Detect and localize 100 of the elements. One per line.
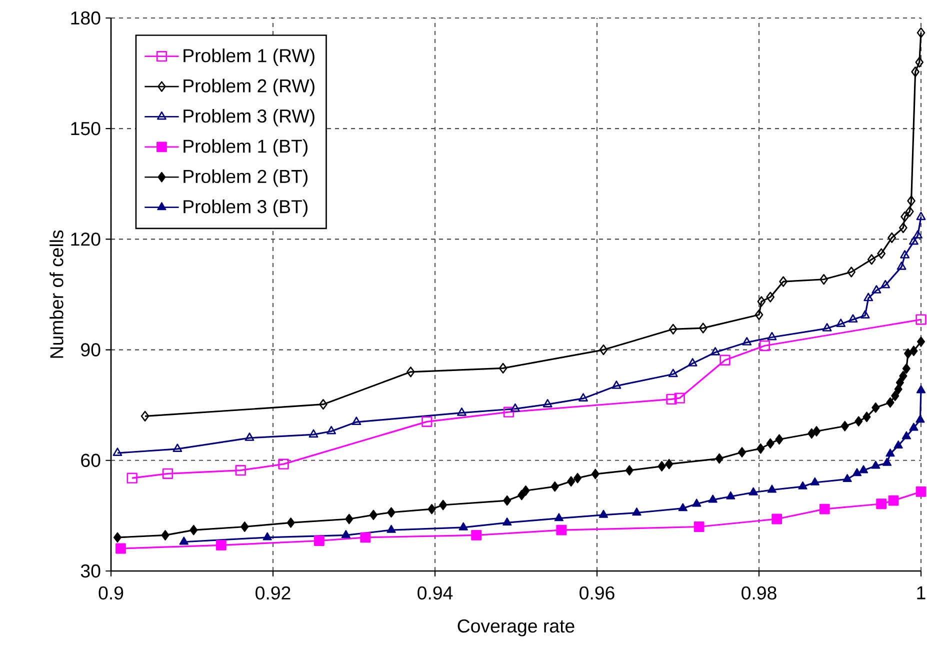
point <box>767 332 777 340</box>
point <box>872 285 882 294</box>
point <box>848 314 858 323</box>
point <box>554 513 564 522</box>
point <box>766 292 775 302</box>
point <box>278 458 289 470</box>
point <box>767 484 777 493</box>
point <box>915 56 924 68</box>
legend-label: Problem 1 (RW) <box>184 48 314 66</box>
point <box>625 465 634 476</box>
point <box>216 540 226 550</box>
point <box>742 337 752 346</box>
point <box>235 465 246 476</box>
point <box>910 346 918 356</box>
point <box>909 236 918 245</box>
point <box>916 314 926 325</box>
point <box>244 432 254 441</box>
point <box>352 416 362 426</box>
legend-label: Problem 3 (RW) <box>184 108 314 126</box>
point <box>550 481 559 492</box>
point <box>439 500 448 510</box>
point <box>720 354 730 366</box>
point <box>896 377 904 388</box>
point <box>457 407 466 416</box>
point <box>894 440 903 449</box>
point <box>911 66 920 78</box>
point <box>775 434 784 445</box>
point <box>909 422 918 431</box>
point <box>668 368 678 378</box>
point <box>877 248 886 259</box>
point <box>710 347 720 356</box>
point <box>598 510 608 518</box>
x-tick-label: 0.98 <box>742 586 776 600</box>
point <box>674 392 685 404</box>
point <box>510 403 520 412</box>
point <box>902 431 911 440</box>
point <box>698 322 708 334</box>
point <box>369 510 378 520</box>
point <box>854 416 863 427</box>
point <box>904 348 912 359</box>
point <box>916 212 926 220</box>
y-tick-label: 60 <box>81 454 100 467</box>
y-tick-label: 180 <box>71 11 100 25</box>
point <box>900 211 909 222</box>
point <box>308 429 318 438</box>
point <box>872 402 880 413</box>
point <box>422 416 432 428</box>
point <box>567 476 576 487</box>
point <box>772 514 782 524</box>
point <box>860 310 870 319</box>
point <box>502 517 512 526</box>
point <box>862 412 871 422</box>
y-tick-label: 30 <box>80 564 100 578</box>
point <box>899 222 908 234</box>
point <box>688 358 698 366</box>
point <box>891 390 900 402</box>
point <box>899 370 908 382</box>
legend-label: Problem 3 (BT) <box>184 200 308 217</box>
point <box>738 447 746 458</box>
point <box>458 522 468 530</box>
point <box>140 410 150 422</box>
x-tick-label: 0.94 <box>418 586 453 600</box>
y-axis-title: Number of cells <box>50 230 64 358</box>
point <box>756 443 765 454</box>
point <box>591 468 600 480</box>
point <box>864 292 874 302</box>
point <box>503 406 514 418</box>
point <box>836 318 846 327</box>
point <box>842 474 852 482</box>
point <box>578 393 588 402</box>
point <box>708 494 718 503</box>
x-tick-label: 1 <box>917 586 926 600</box>
point <box>161 530 170 540</box>
point <box>113 532 122 543</box>
point <box>262 532 272 540</box>
point <box>871 460 880 469</box>
point <box>574 472 582 484</box>
point <box>812 426 821 436</box>
x-tick-label: 0.92 <box>256 586 290 600</box>
point <box>748 487 758 496</box>
point <box>882 458 892 466</box>
point <box>847 266 856 278</box>
point <box>286 517 295 528</box>
point <box>345 514 354 524</box>
point <box>668 324 678 334</box>
point <box>632 508 642 516</box>
point <box>666 394 677 405</box>
point <box>880 280 890 288</box>
x-axis-title: Coverage rate <box>458 619 574 636</box>
point <box>240 522 249 532</box>
x-tick-label: 0.96 <box>580 586 614 600</box>
point <box>319 399 328 410</box>
point <box>819 504 830 514</box>
point <box>341 530 350 538</box>
point <box>112 448 122 456</box>
point <box>665 458 674 470</box>
point <box>916 414 925 423</box>
point <box>503 495 512 506</box>
point <box>888 495 899 506</box>
y-tick-label: 120 <box>71 232 100 246</box>
